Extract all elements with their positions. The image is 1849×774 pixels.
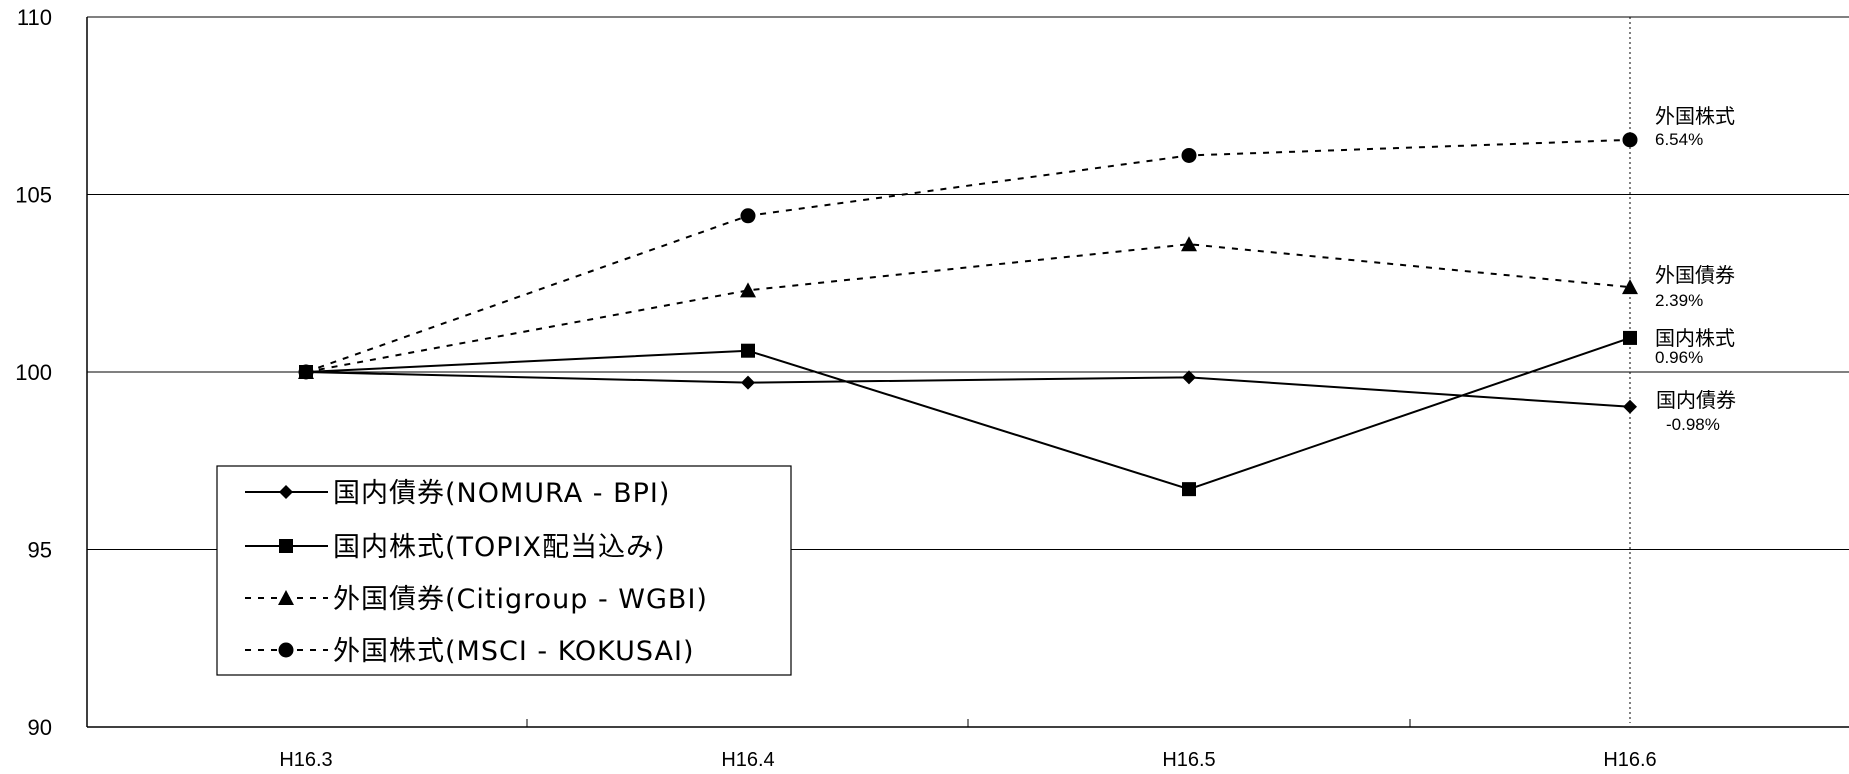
y-tick-label: 110 [17,5,52,30]
data-point [1623,330,1637,345]
gridlines [87,16,1849,723]
data-point [1182,370,1196,385]
end-label-value: -0.98% [1666,415,1720,434]
data-point [298,364,314,380]
data-point [1181,236,1197,252]
data-point [741,343,755,358]
legend-label: 外国株式(MSCI - KOKUSAI) [333,636,695,667]
legend-marker [278,590,294,605]
series-line [305,243,1631,373]
data-point [1182,482,1196,497]
series-line [305,138,1631,373]
data-point [1622,279,1638,295]
data-point [1622,132,1638,148]
legend: 国内債券(NOMURA - BPI) 国内株式(TOPIX配当込み) 外国債券(Ci… [216,465,792,676]
legend-entry-2: 外国債券(Citigroup - WGBI) [245,584,708,615]
legend-box [216,465,792,676]
legend-marker [279,539,293,553]
y-tick-label: 100 [15,360,52,385]
end-label-name: 外国債券 [1655,263,1735,287]
x-tick-label: H16.6 [1603,749,1656,771]
y-tick-label: 90 [28,715,52,740]
x-tick-label: H16.5 [1162,749,1215,771]
x-tick-label: H16.4 [721,749,774,771]
legend-label: 国内株式(TOPIX配当込み) [333,532,666,563]
series-3 [298,132,1638,380]
end-label-name: 国内株式 [1655,326,1735,350]
data-point [1181,147,1197,163]
legend-entry-1: 国内株式(TOPIX配当込み) [245,532,666,563]
legend-entry-0: 国内債券(NOMURA - BPI) [245,478,670,509]
data-point [740,208,756,224]
axes: 90 95 100 105 110 H16.3 H16.4 H16.5 H16.6 [15,5,1849,771]
end-label-value: 0.96% [1655,348,1703,367]
y-tick-label: 105 [15,183,52,208]
legend-label: 外国債券(Citigroup - WGBI) [333,584,708,615]
data-point [741,375,755,390]
legend-label: 国内債券(NOMURA - BPI) [333,478,670,509]
end-label-value: 6.54% [1655,130,1703,149]
series-line [305,336,1631,491]
legend-entry-3: 外国株式(MSCI - KOKUSAI) [245,636,695,667]
end-label-name: 外国株式 [1655,104,1735,128]
end-label-value: 2.39% [1655,291,1703,310]
series-lines [298,132,1638,497]
data-point [1623,399,1637,414]
x-tick-label: H16.3 [279,749,332,771]
series-line [305,371,1631,408]
series-2 [298,236,1638,379]
data-point [740,282,756,298]
y-tick-label: 95 [28,538,52,563]
legend-marker [279,485,293,499]
legend-marker [278,642,294,658]
end-label-name: 国内債券 [1656,388,1736,412]
